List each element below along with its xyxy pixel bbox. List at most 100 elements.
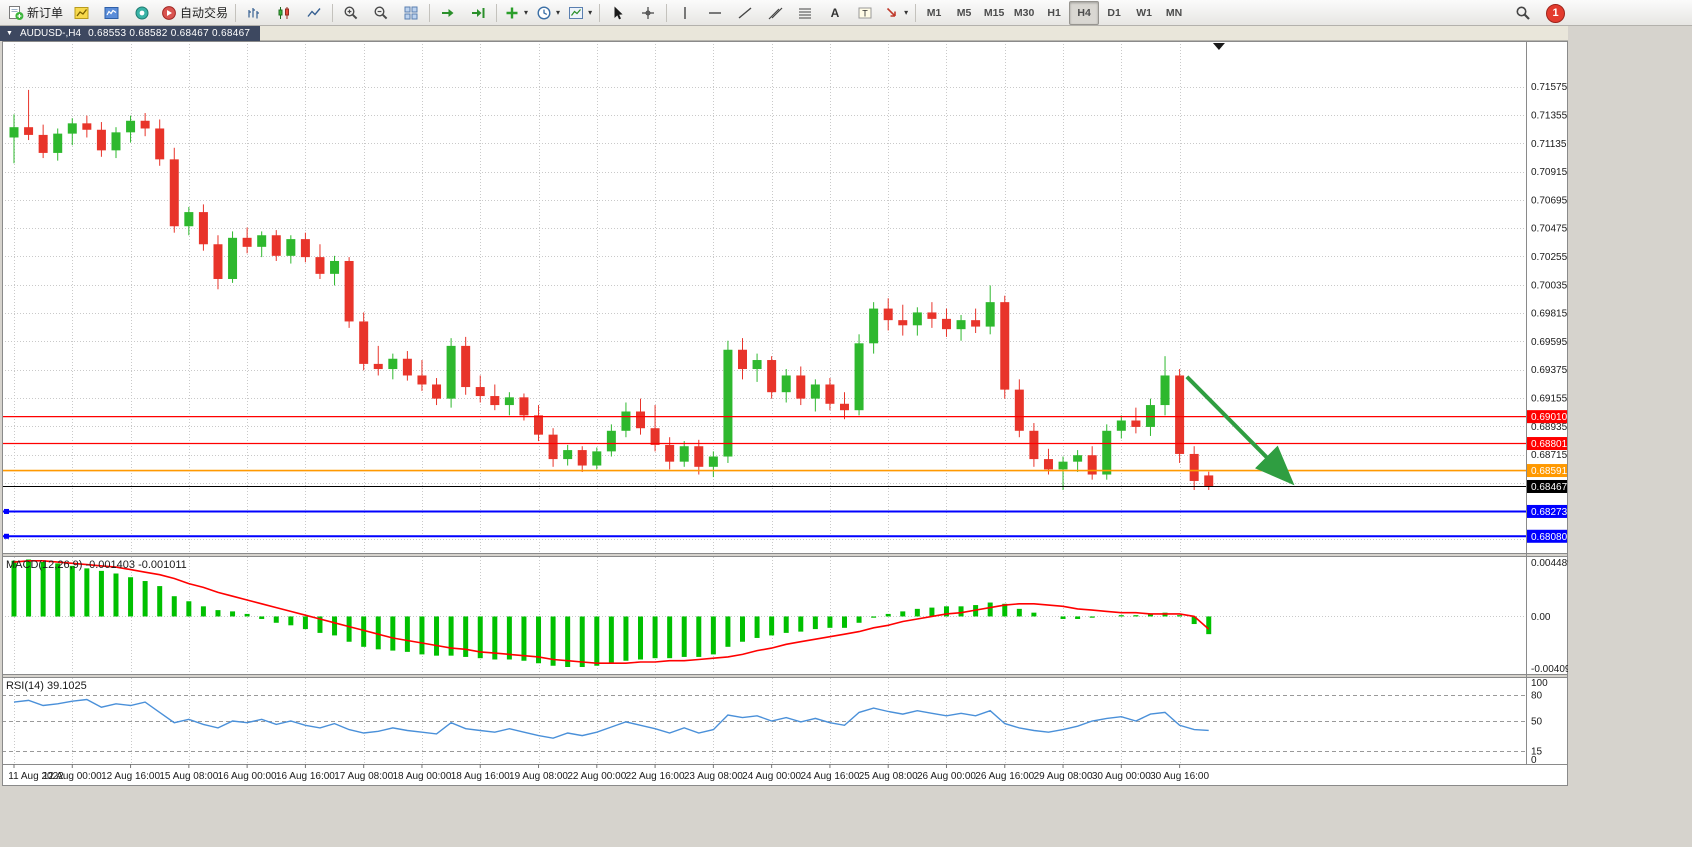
trend-arrow-annotation[interactable] bbox=[1185, 375, 1295, 486]
svg-text:0.68935: 0.68935 bbox=[1531, 422, 1568, 433]
new-chart-button[interactable] bbox=[67, 1, 97, 25]
tf-m1-button[interactable]: M1 bbox=[919, 1, 949, 25]
new-chart-icon bbox=[74, 5, 90, 21]
tf-m5-button[interactable]: M5 bbox=[949, 1, 979, 25]
svg-text:0.68080: 0.68080 bbox=[1531, 532, 1568, 543]
tile-windows-icon bbox=[403, 5, 419, 21]
arrows-button[interactable]: ▾ bbox=[880, 1, 912, 25]
line-chart-icon bbox=[306, 5, 322, 21]
tile-windows-button[interactable] bbox=[396, 1, 426, 25]
chart-shift-button[interactable] bbox=[463, 1, 493, 25]
svg-text:0.71355: 0.71355 bbox=[1531, 110, 1568, 121]
vertical-line-button[interactable] bbox=[670, 1, 700, 25]
chart-shift-marker-icon[interactable] bbox=[1212, 43, 1225, 50]
svg-text:0.69010: 0.69010 bbox=[1531, 412, 1568, 423]
indicators-button[interactable]: ▾ bbox=[500, 1, 532, 25]
toolbar-separator bbox=[332, 3, 334, 22]
horizontal-line-icon bbox=[707, 5, 723, 21]
macd-panel: MACD(12,26,9) -0.001403 -0.001011 bbox=[6, 559, 1212, 668]
bar-chart-button[interactable] bbox=[239, 1, 269, 25]
svg-text:RSI(14) 39.1025: RSI(14) 39.1025 bbox=[6, 680, 87, 692]
price-axis[interactable]: 0.71575 0.71355 0.71135 0.70915 0.70695 0.704… bbox=[1527, 82, 1568, 766]
chart-collapse-icon[interactable]: ▼ bbox=[6, 30, 13, 37]
vertical-line-icon bbox=[677, 5, 693, 21]
tf-w1-button[interactable]: W1 bbox=[1129, 1, 1159, 25]
svg-text:30 Aug 16:00: 30 Aug 16:00 bbox=[1150, 771, 1209, 782]
horizontal-line-objects bbox=[2, 416, 1526, 539]
svg-text:0.69155: 0.69155 bbox=[1531, 393, 1568, 404]
search-button[interactable] bbox=[1508, 1, 1538, 25]
svg-text:0.69375: 0.69375 bbox=[1531, 365, 1568, 376]
svg-text:24 Aug 00:00: 24 Aug 00:00 bbox=[742, 771, 801, 782]
svg-text:0.70035: 0.70035 bbox=[1531, 280, 1568, 291]
svg-text:A: A bbox=[831, 6, 840, 20]
autotrading-button[interactable]: 自动交易 bbox=[157, 1, 232, 25]
candlestick-chart-button[interactable] bbox=[269, 1, 299, 25]
svg-text:0.71575: 0.71575 bbox=[1531, 82, 1568, 93]
tf-w1-button-label: W1 bbox=[1136, 6, 1152, 19]
market-watch-button[interactable] bbox=[97, 1, 127, 25]
crosshair-button[interactable] bbox=[633, 1, 663, 25]
text-button[interactable]: A bbox=[820, 1, 850, 25]
svg-text:18 Aug 16:00: 18 Aug 16:00 bbox=[451, 771, 510, 782]
tf-m30-button[interactable]: M30 bbox=[1009, 1, 1039, 25]
templates-button[interactable]: ▾ bbox=[564, 1, 596, 25]
trendline-button[interactable] bbox=[730, 1, 760, 25]
trendline-icon bbox=[737, 5, 753, 21]
horizontal-line-button[interactable] bbox=[700, 1, 730, 25]
channel-icon bbox=[767, 5, 783, 21]
hline-handle[interactable] bbox=[4, 533, 9, 539]
zoom-out-icon bbox=[373, 5, 389, 21]
tf-m5-button-label: M5 bbox=[956, 6, 972, 19]
panel-splitters[interactable] bbox=[2, 553, 1568, 678]
svg-text:24 Aug 16:00: 24 Aug 16:00 bbox=[800, 771, 859, 782]
svg-text:15: 15 bbox=[1531, 747, 1543, 758]
auto-scroll-button[interactable] bbox=[433, 1, 463, 25]
tf-mn-button-label: MN bbox=[1165, 6, 1183, 19]
periods-icon bbox=[536, 5, 552, 21]
svg-text:23 Aug 08:00: 23 Aug 08:00 bbox=[684, 771, 743, 782]
data-window-button[interactable] bbox=[127, 1, 157, 25]
hline-handle[interactable] bbox=[4, 508, 9, 514]
svg-text:29 Aug 08:00: 29 Aug 08:00 bbox=[1034, 771, 1093, 782]
channel-button[interactable] bbox=[760, 1, 790, 25]
rsi-panel: RSI(14) 39.1025 bbox=[6, 680, 1209, 739]
dropdown-caret-icon: ▾ bbox=[904, 8, 909, 17]
svg-text:0.68591: 0.68591 bbox=[1531, 466, 1568, 477]
periods-button[interactable]: ▾ bbox=[532, 1, 564, 25]
svg-text:0.70475: 0.70475 bbox=[1531, 224, 1568, 235]
svg-text:-0.004098: -0.004098 bbox=[1531, 664, 1568, 675]
notification-badge[interactable]: 1 bbox=[1546, 3, 1565, 23]
tf-m15-button[interactable]: M15 bbox=[979, 1, 1009, 25]
cursor-button[interactable] bbox=[603, 1, 633, 25]
zoom-in-button[interactable] bbox=[336, 1, 366, 25]
svg-text:26 Aug 16:00: 26 Aug 16:00 bbox=[975, 771, 1034, 782]
tf-h4-button[interactable]: H4 bbox=[1069, 0, 1100, 25]
tf-m1-button-label: M1 bbox=[926, 6, 942, 19]
market-watch-icon bbox=[104, 5, 120, 21]
arrows-icon bbox=[884, 5, 900, 21]
fibonacci-button[interactable] bbox=[790, 1, 820, 25]
svg-text:15 Aug 08:00: 15 Aug 08:00 bbox=[159, 771, 218, 782]
svg-text:12 Aug 00:00: 12 Aug 00:00 bbox=[43, 771, 102, 782]
chart-frame bbox=[2, 41, 1568, 786]
toolbar-separator bbox=[496, 3, 498, 22]
tf-h1-button[interactable]: H1 bbox=[1039, 1, 1069, 25]
zoom-out-button[interactable] bbox=[366, 1, 396, 25]
auto-scroll-icon bbox=[440, 5, 456, 21]
tf-mn-button[interactable]: MN bbox=[1159, 1, 1189, 25]
tf-m30-button-label: M30 bbox=[1013, 6, 1035, 19]
line-chart-button[interactable] bbox=[299, 1, 329, 25]
text-label-button[interactable]: T bbox=[850, 1, 880, 25]
new-order-button[interactable]: 新订单 bbox=[4, 1, 67, 25]
text-label-icon: T bbox=[857, 5, 873, 21]
bar-chart-icon bbox=[246, 5, 262, 21]
chart-tab[interactable]: ▼ AUDUSD-,H4 0.68553 0.68582 0.68467 0.6… bbox=[0, 26, 261, 41]
data-window-icon bbox=[134, 5, 150, 21]
chart-area[interactable]: MACD(12,26,9) -0.001403 -0.001011 RSI(14)… bbox=[2, 41, 1568, 786]
toolbar-separator bbox=[666, 3, 668, 22]
tf-d1-button[interactable]: D1 bbox=[1099, 1, 1129, 25]
svg-text:19 Aug 08:00: 19 Aug 08:00 bbox=[509, 771, 568, 782]
cursor-icon bbox=[610, 5, 626, 21]
